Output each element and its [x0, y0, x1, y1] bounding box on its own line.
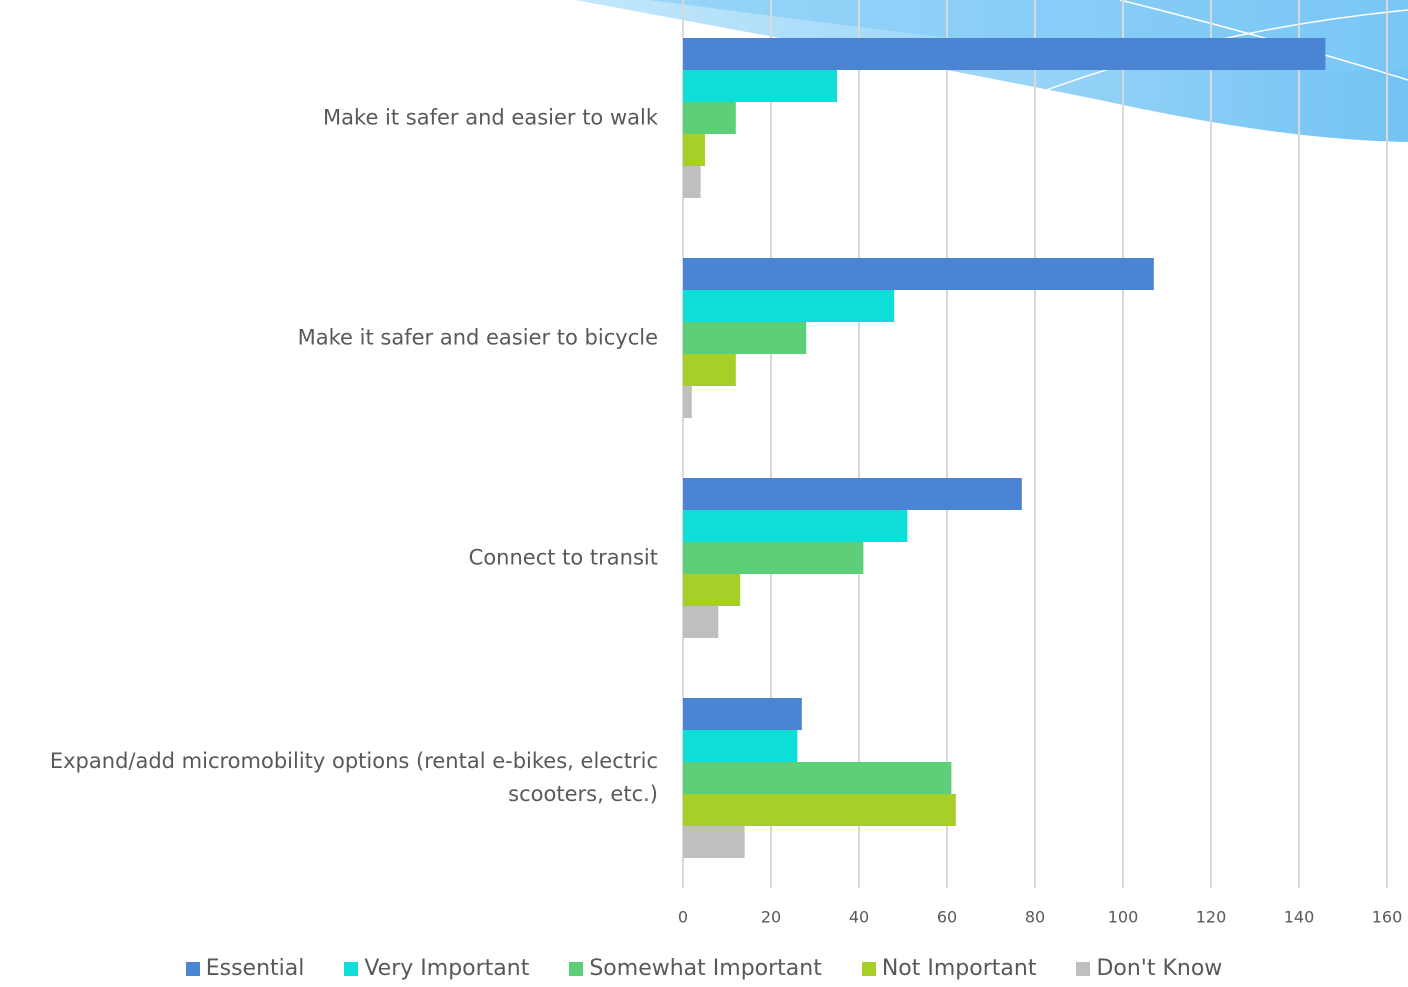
x-tick-label: 0 — [678, 908, 688, 927]
bar — [683, 290, 895, 322]
legend-item: Somewhat Important — [569, 956, 822, 981]
x-tick-label: 100 — [1108, 908, 1139, 927]
x-tick-label: 160 — [1372, 908, 1403, 927]
category-label: Expand/add micromobility options (rental… — [49, 749, 658, 806]
bar — [683, 510, 908, 542]
category-label: Make it safer and easier to walk — [323, 105, 658, 130]
legend-label: Essential — [205, 956, 305, 981]
legend: Essential Very Important Somewhat Importan… — [0, 956, 1408, 981]
bar — [683, 70, 837, 102]
x-tick-label: 20 — [761, 908, 781, 927]
legend-label: Don't Know — [1096, 956, 1223, 981]
bar — [683, 166, 701, 198]
legend-swatch — [344, 961, 359, 976]
x-tick-label: 120 — [1196, 908, 1227, 927]
bar — [683, 606, 719, 638]
x-tick-label: 80 — [1025, 908, 1045, 927]
legend-item: Not Important — [861, 956, 1037, 981]
legend-swatch — [569, 961, 584, 976]
legend-swatch — [861, 961, 876, 976]
bar — [683, 542, 864, 574]
legend-label: Somewhat Important — [589, 956, 822, 981]
bar — [683, 386, 692, 418]
bar — [683, 762, 952, 794]
bar — [683, 354, 736, 386]
bar — [683, 730, 798, 762]
bar — [683, 698, 802, 730]
bar — [683, 574, 741, 606]
category-label: Make it safer and easier to bicycle — [297, 325, 658, 350]
bar — [683, 102, 736, 134]
bar — [683, 826, 745, 858]
x-tick-label: 40 — [849, 908, 869, 927]
legend-item: Very Important — [344, 956, 529, 981]
bar — [683, 38, 1326, 70]
legend-swatch — [185, 961, 200, 976]
legend-label: Not Important — [881, 956, 1037, 981]
category-label: Connect to transit — [468, 545, 658, 570]
bar — [683, 794, 956, 826]
x-tick-label: 60 — [937, 908, 957, 927]
legend-item: Essential — [185, 956, 305, 981]
bar — [683, 258, 1154, 290]
x-tick-label: 140 — [1284, 908, 1315, 927]
bar — [683, 134, 705, 166]
legend-item: Don't Know — [1076, 956, 1222, 981]
bar — [683, 478, 1022, 510]
legend-label: Very Important — [364, 956, 530, 981]
legend-swatch — [1076, 961, 1091, 976]
bar — [683, 322, 807, 354]
